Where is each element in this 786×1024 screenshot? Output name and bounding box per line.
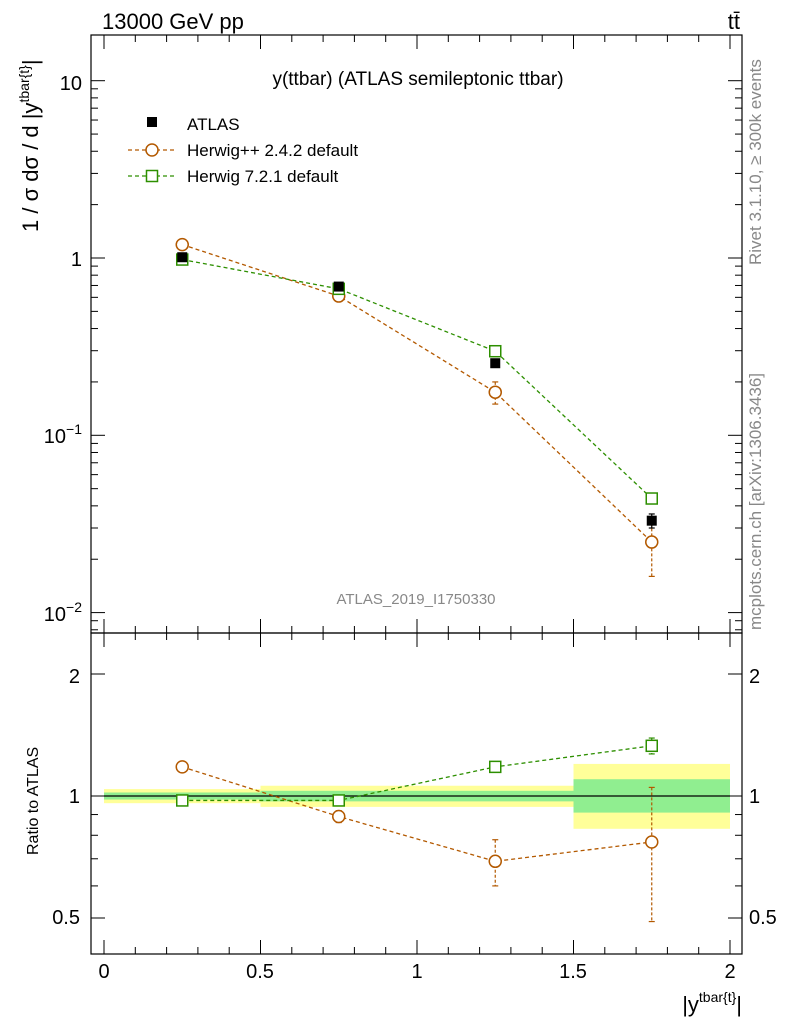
ratio-ytick-label-0.5: 0.5: [52, 907, 80, 929]
ratio-axis-ticks: [91, 633, 742, 954]
main-point-atlas: [490, 358, 501, 369]
main-point-herwig7: [489, 344, 502, 358]
main-point-herwig7: [645, 492, 658, 505]
ratio-point-herwigpp: [488, 854, 502, 869]
legend-herwigpp-marker: [145, 143, 159, 157]
source-label: mcplots.cern.ch [arXiv:1306.3436]: [746, 373, 765, 630]
main-line-1: [182, 243, 653, 543]
ratio-ytick-label-1: 1: [69, 786, 80, 808]
legend-atlas-label: ATLAS: [187, 115, 240, 134]
legend-herwig7-marker: [145, 169, 159, 183]
main-axis-ticks: [91, 35, 742, 633]
legend-atlas-marker: [147, 117, 157, 127]
ratio-ytick-label-right-2: 2: [749, 666, 760, 688]
main-point-herwigpp: [488, 385, 502, 399]
energy-label: 13000 GeV pp: [102, 9, 244, 34]
main-panel: y(ttbar) (ATLAS semileptonic ttbar) ATLA…: [16, 34, 743, 634]
main-point-atlas: [177, 252, 188, 263]
main-point-atlas: [333, 281, 344, 292]
ratio-point-herwigpp: [175, 760, 189, 774]
xtick-label-0: 0: [98, 961, 109, 983]
x-axis-label: |ytbar{t}|: [682, 989, 742, 1017]
ratio-point-herwig7: [489, 760, 502, 774]
main-point-herwigpp: [645, 535, 659, 549]
ratio-point-herwigpp: [645, 835, 659, 849]
ratio-ytick-label-2: 2: [69, 666, 80, 688]
ytick-label-0.1: 10−1: [44, 421, 82, 448]
ratio-point-herwig7: [176, 794, 189, 807]
ratio-ytick-label-right-1: 1: [749, 786, 760, 808]
ratio-y-axis-label: Ratio to ATLAS: [25, 747, 42, 855]
ratio-point-herwig7: [332, 794, 345, 807]
ratio-line-0: [182, 766, 652, 862]
ratio-line-1: [182, 745, 652, 802]
process-label: tt̄: [728, 9, 740, 34]
plot-title: y(ttbar) (ATLAS semileptonic ttbar): [272, 69, 563, 90]
xtick-label-1.5: 1.5: [559, 961, 587, 983]
ytick-label-0.01: 10−2: [44, 599, 82, 626]
legend: ATLAS Herwig++ 2.4.2 default Herwig 7.2.…: [128, 115, 358, 186]
ratio-panel: 2 1 0.5 2 1 0.5 Ratio to ATLAS 0 0.5 1 1…: [25, 632, 777, 1017]
legend-herwig7-label: Herwig 7.2.1 default: [187, 167, 338, 186]
ratio-point-herwigpp: [332, 809, 346, 824]
legend-herwigpp-label: Herwig++ 2.4.2 default: [187, 141, 358, 160]
main-y-axis-label: 1 / σ dσ / d |ytbar{t}|: [16, 59, 43, 232]
xtick-label-2: 2: [724, 961, 735, 983]
xtick-label-0.5: 0.5: [246, 961, 274, 983]
rivet-label: Rivet 3.1.10, ≥ 300k events: [746, 59, 765, 265]
main-point-atlas: [646, 515, 657, 526]
ratio-point-herwig7: [645, 739, 658, 753]
ytick-label-10: 10: [60, 73, 82, 95]
xtick-label-1: 1: [411, 961, 422, 983]
ratio-frame: [90, 632, 743, 955]
main-line-2: [182, 258, 653, 499]
ratio-ytick-label-right-0.5: 0.5: [749, 907, 777, 929]
main-data: [175, 237, 659, 578]
ratio-data: [175, 737, 659, 923]
watermark: ATLAS_2019_I1750330: [336, 591, 495, 608]
main-point-herwigpp: [175, 237, 189, 252]
ytick-label-1: 1: [71, 249, 82, 271]
